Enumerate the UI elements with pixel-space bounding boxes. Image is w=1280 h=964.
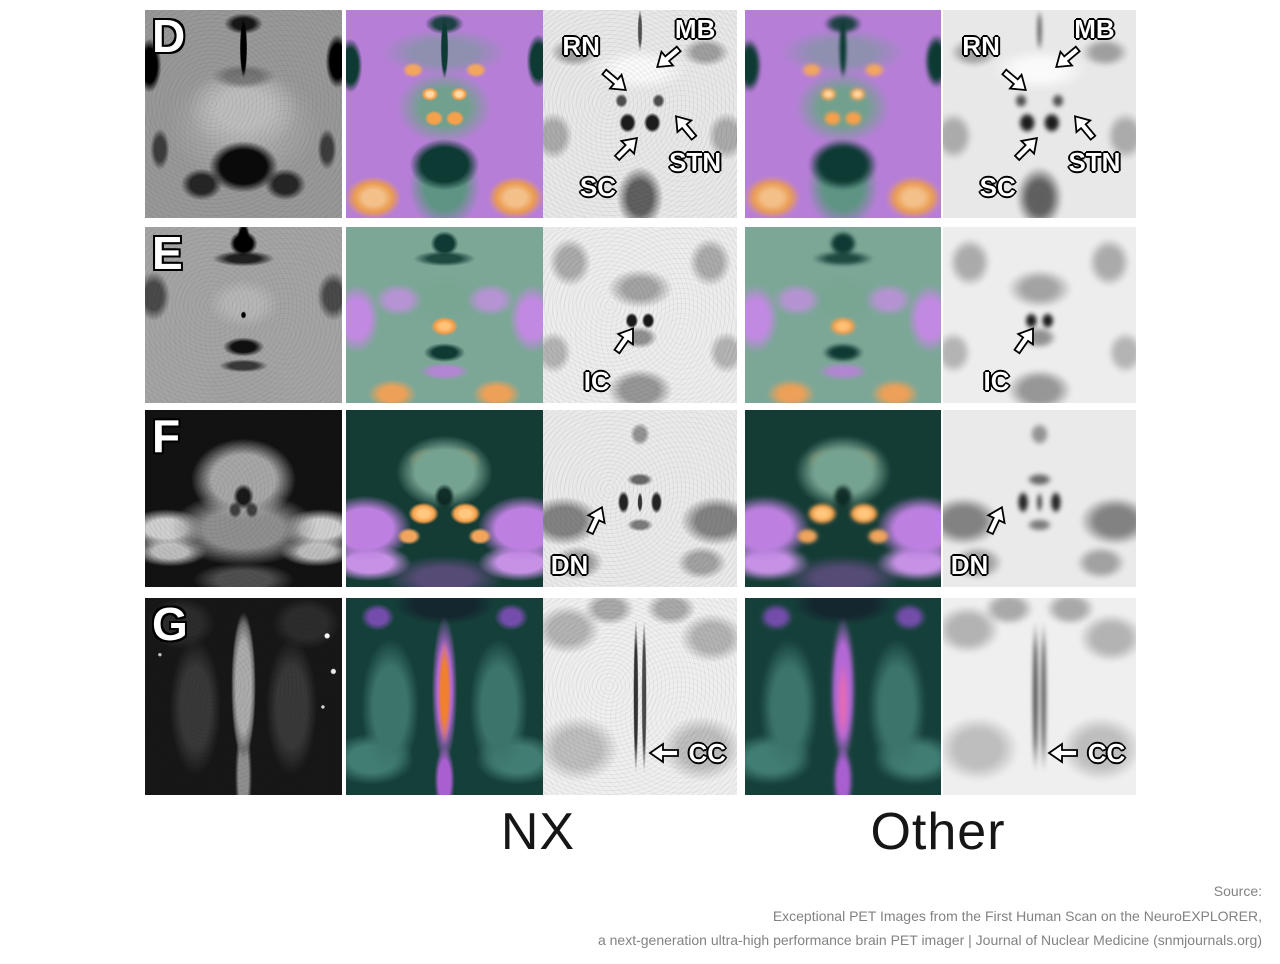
panel-G-pet-other-image: CC [943, 598, 1136, 795]
panel-G-pet-nx-image: CC [543, 598, 737, 795]
panel-F-pet-other-image: DN [943, 410, 1136, 587]
rn-arrow-icon [601, 68, 628, 92]
panel-F-fused-other-image [745, 410, 941, 587]
fused-pet-mri-art [745, 227, 941, 403]
mri-scan-art [145, 227, 342, 403]
panel-G-mri-image: G [145, 598, 342, 795]
fused-pet-mri-art [745, 598, 941, 795]
annotation-label-stn: STN [669, 147, 722, 178]
sc-arrow-icon [1013, 136, 1038, 162]
dn-arrow-icon [985, 505, 1006, 536]
panel-D-mri-image: D [145, 10, 342, 218]
fused-pet-mri-art [346, 598, 543, 795]
annotation-label-dn: DN [950, 549, 989, 580]
stn-arrow-icon [1074, 115, 1098, 141]
annotation-label-rn: RN [962, 30, 1000, 61]
panel-E-mri-image: E [145, 227, 342, 403]
annotation-label-mb: MB [674, 14, 716, 45]
panel-G-fused-nx-image [346, 598, 543, 795]
scanner-group-label-other: Other [870, 803, 1006, 861]
mri-scan-art [145, 410, 342, 587]
pet-scan-art [943, 10, 1136, 218]
panel-F-pet-nx-image: DN [543, 410, 737, 587]
sc-arrow-icon [613, 136, 638, 162]
panel-E-fused-nx-image [346, 227, 543, 403]
mb-arrow-icon [1055, 45, 1081, 69]
scanner-group-label-nx: NX [500, 803, 576, 861]
pet-scan-art [943, 410, 1136, 587]
annotation-label-stn: STN [1068, 147, 1121, 178]
fused-pet-mri-art [346, 10, 543, 218]
annotation-label-cc: CC [1087, 737, 1126, 768]
annotation-label-mb: MB [1074, 14, 1115, 45]
panel-E-pet-other-image: IC [943, 227, 1136, 403]
panel-E-fused-other-image [745, 227, 941, 403]
dn-arrow-icon [586, 505, 606, 536]
panel-D-pet-other-image: RN MB SC STN [943, 10, 1136, 218]
pet-scan-art [943, 227, 1136, 403]
panel-F-mri-image: F [145, 410, 342, 587]
panel-letter: D [152, 10, 186, 62]
annotation-label-sc: SC [979, 172, 1016, 203]
annotation-label-sc: SC [579, 172, 616, 203]
pet-scan-art [943, 598, 1136, 795]
panel-F-fused-nx-image [346, 410, 543, 587]
panel-E-pet-nx-image: IC [543, 227, 737, 403]
annotation-label-ic: IC [983, 365, 1010, 396]
panel-G-fused-other-image [745, 598, 941, 795]
panel-letter: G [152, 598, 188, 650]
fused-pet-mri-art [745, 410, 941, 587]
annotation-label-cc: CC [688, 737, 727, 768]
mri-scan-art [145, 598, 342, 795]
mb-arrow-icon [655, 45, 682, 69]
annotation-label-rn: RN [562, 30, 600, 61]
source-citation: Source: Exceptional PET Images from the … [598, 879, 1262, 953]
panel-letter: F [152, 410, 181, 462]
panel-D-pet-nx-image: RN MB SC STN [543, 10, 737, 218]
mri-scan-art [145, 10, 342, 218]
panel-letter: E [152, 227, 183, 279]
pet-scan-art [543, 598, 737, 795]
source-label: Source: [1213, 883, 1262, 899]
source-citation-line1: Exceptional PET Images from the First Hu… [772, 907, 1262, 924]
source-citation-line2: a next-generation ultra-high performance… [597, 932, 1262, 948]
rn-arrow-icon [1001, 68, 1027, 92]
pet-scan-art [543, 410, 737, 587]
cc-arrow-icon [648, 742, 679, 764]
pet-scan-art [543, 227, 737, 403]
fused-pet-mri-art [346, 227, 543, 403]
cc-arrow-icon [1047, 742, 1079, 764]
ic-arrow-icon [613, 327, 634, 355]
panel-D-fused-other-image [745, 10, 941, 218]
fused-pet-mri-art [745, 10, 941, 218]
panel-D-fused-nx-image [346, 10, 543, 218]
annotation-label-ic: IC [583, 365, 610, 396]
annotation-label-dn: DN [550, 549, 589, 580]
stn-arrow-icon [675, 115, 698, 141]
ic-arrow-icon [1012, 327, 1034, 355]
pet-scan-art [543, 10, 737, 218]
fused-pet-mri-art [346, 410, 543, 587]
